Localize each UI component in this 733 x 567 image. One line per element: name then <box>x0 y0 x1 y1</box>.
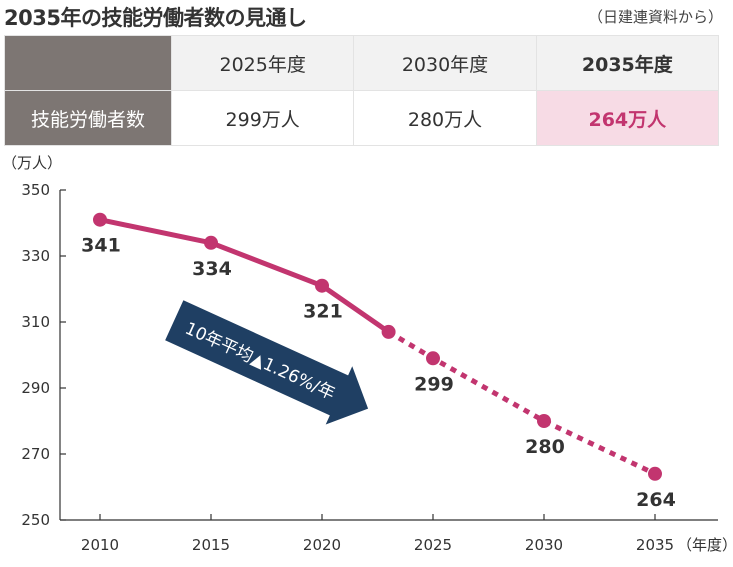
x-axis-unit: （年度） <box>677 536 733 554</box>
x-tick-label: 2035 <box>636 536 674 554</box>
value-2025: 299万人 <box>170 90 355 146</box>
column-header-2035: 2035年度 <box>535 35 720 91</box>
data-point <box>93 212 107 227</box>
data-label: 264 <box>636 489 676 511</box>
trend-arrow: 10年平均▲1.26%/年 <box>165 300 369 425</box>
y-axis-unit: （万人） <box>2 154 62 172</box>
x-tick-label: 2025 <box>414 536 452 554</box>
data-label: 321 <box>303 301 343 323</box>
y-tick-label: 350 <box>21 181 50 199</box>
column-header-2030: 2030年度 <box>353 35 537 91</box>
y-tick-label: 290 <box>21 379 50 397</box>
y-tick-label: 310 <box>21 313 50 331</box>
data-point <box>426 351 440 366</box>
value-2035: 264万人 <box>535 90 720 146</box>
x-tick-label: 2010 <box>81 536 119 554</box>
data-point <box>381 324 396 339</box>
data-point <box>648 466 662 481</box>
data-point <box>315 278 329 293</box>
data-point <box>537 414 551 428</box>
row-header-workers: 技能労働者数 <box>4 90 172 146</box>
actual-series-line <box>99 217 391 334</box>
data-label: 280 <box>525 436 565 458</box>
projected-series-line <box>387 329 657 477</box>
data-label: 334 <box>192 258 232 280</box>
x-tick-label: 2030 <box>525 536 563 554</box>
x-tick-label: 2020 <box>303 536 341 554</box>
x-tick-label: 2015 <box>192 536 230 554</box>
column-header-2025: 2025年度 <box>170 35 355 91</box>
table-corner-cell <box>4 35 172 91</box>
data-label: 299 <box>414 373 454 395</box>
table-header-row: 2025年度 2030年度 2035年度 <box>4 35 720 91</box>
value-2030: 280万人 <box>353 90 537 146</box>
y-tick-label: 270 <box>21 445 50 463</box>
data-point <box>204 235 218 250</box>
y-tick-label: 250 <box>21 511 50 529</box>
table-row: 技能労働者数 299万人 280万人 264万人 <box>4 90 720 146</box>
data-label: 341 <box>81 235 121 257</box>
trend-arrow-shape <box>165 300 369 425</box>
source-note: （日建連資料から） <box>587 8 723 26</box>
chart-title: 2035年の技能労働者数の見通し <box>4 6 307 30</box>
summary-table: 2025年度 2030年度 2035年度 技能労働者数 299万人 280万人 … <box>4 35 720 146</box>
y-tick-label: 330 <box>21 247 50 265</box>
